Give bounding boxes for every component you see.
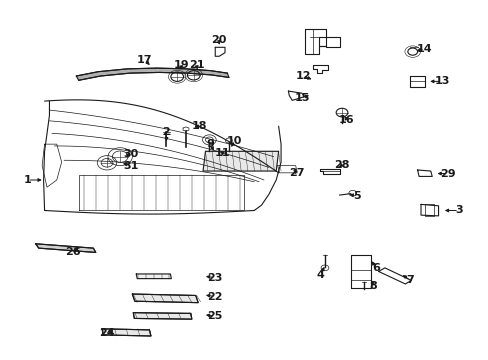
Text: 27: 27 [289,168,305,178]
Text: 31: 31 [123,161,139,171]
Text: 8: 8 [369,281,377,291]
Text: 1: 1 [23,175,31,185]
Text: 22: 22 [207,292,223,302]
Polygon shape [157,68,187,73]
Text: 16: 16 [338,115,354,125]
Text: 4: 4 [316,270,324,280]
Text: 26: 26 [65,247,81,257]
Text: 5: 5 [352,191,360,201]
Text: 19: 19 [173,60,188,70]
Text: 6: 6 [371,263,379,273]
Text: 2: 2 [163,127,170,136]
Text: 21: 21 [188,60,204,70]
Text: 14: 14 [416,44,432,54]
Polygon shape [76,72,101,80]
Polygon shape [132,294,198,303]
Text: 25: 25 [207,311,223,321]
Text: 18: 18 [191,121,207,131]
Text: 17: 17 [137,55,152,65]
Polygon shape [136,274,171,279]
Text: 10: 10 [226,136,242,145]
Text: 11: 11 [214,148,230,158]
Text: 23: 23 [207,273,223,283]
Polygon shape [127,68,159,73]
Polygon shape [133,313,191,319]
Polygon shape [203,151,278,171]
Text: 7: 7 [406,275,413,285]
Polygon shape [98,69,130,76]
Text: 30: 30 [123,149,139,159]
Text: 9: 9 [206,139,214,149]
Polygon shape [102,329,151,336]
Polygon shape [185,69,211,75]
Polygon shape [210,71,228,77]
Text: 12: 12 [295,71,310,81]
Text: 24: 24 [99,328,115,338]
Polygon shape [36,244,96,252]
Text: 20: 20 [211,35,226,45]
Text: 3: 3 [454,206,462,216]
Text: 28: 28 [334,160,349,170]
Text: 15: 15 [294,93,309,103]
Text: 13: 13 [433,76,449,86]
Text: 29: 29 [440,168,455,179]
